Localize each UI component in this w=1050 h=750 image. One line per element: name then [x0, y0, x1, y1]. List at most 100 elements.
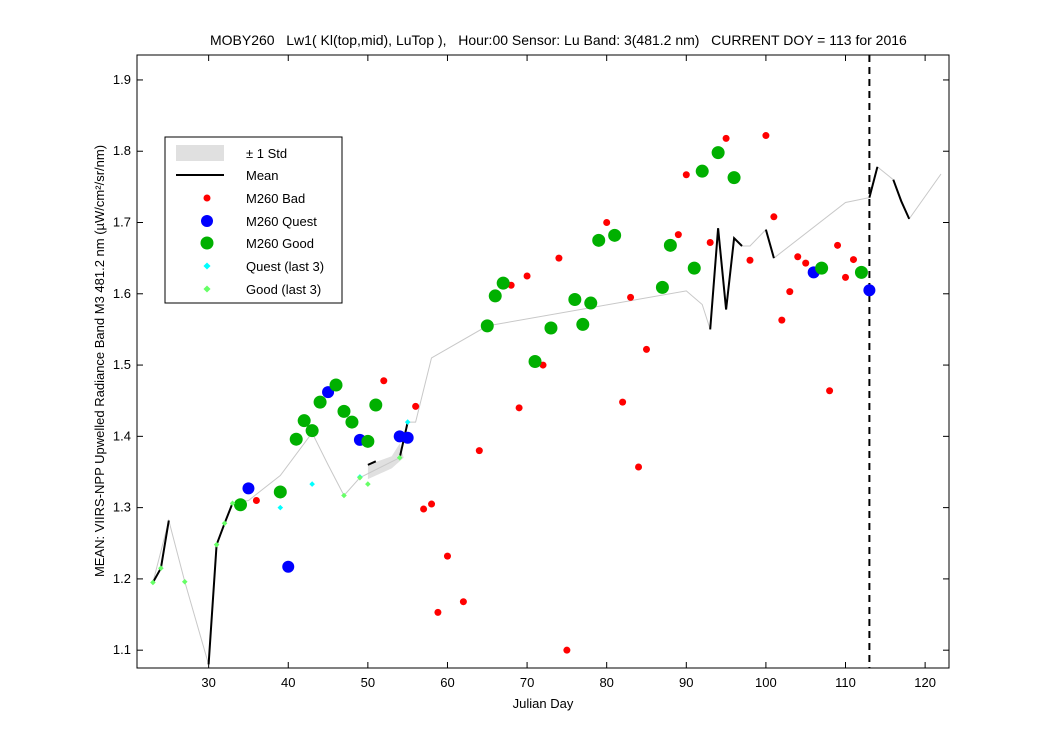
good-point [313, 395, 327, 409]
y-tick-label: 1.4 [113, 428, 131, 443]
bad-point [619, 398, 627, 406]
mean-segment [367, 460, 377, 466]
quest-point [242, 482, 255, 495]
y-tick-label: 1.2 [113, 571, 131, 586]
good-last3-point [341, 492, 347, 499]
good-point [711, 146, 725, 160]
good-last3-point [229, 500, 236, 507]
bad-point [826, 387, 834, 395]
good-point [488, 289, 502, 303]
bad-point [459, 598, 467, 606]
good-point [854, 265, 868, 279]
good-point [297, 414, 311, 428]
legend-good-swatch [200, 236, 214, 250]
bad-point [778, 316, 786, 324]
y-tick-label: 1.9 [113, 72, 131, 87]
good-last3-point [221, 520, 228, 527]
legend-quest-last3-label: Quest (last 3) [246, 259, 324, 274]
x-tick-label: 90 [679, 675, 693, 690]
good-point [544, 321, 558, 335]
good-point [568, 292, 582, 306]
x-tick-label: 60 [440, 675, 454, 690]
mean-line [152, 166, 911, 665]
good-last3-point [396, 454, 403, 461]
good-point [592, 233, 606, 247]
x-tick-label: 100 [755, 675, 777, 690]
good-point [233, 498, 247, 512]
x-axis-label: Julian Day [513, 696, 574, 711]
x-tick-label: 120 [914, 675, 936, 690]
legend-quest-swatch [201, 215, 213, 227]
legend: ± 1 Std Mean M260 Bad M260 Quest M260 Go… [164, 136, 343, 304]
y-tick-label: 1.5 [113, 357, 131, 372]
bad-point [515, 404, 523, 412]
bad-point [746, 256, 754, 264]
bad-point [428, 500, 436, 508]
y-tick-label: 1.1 [113, 642, 131, 657]
good-point [815, 261, 829, 275]
quest-point [401, 431, 414, 444]
bad-point [252, 496, 260, 504]
good-point [663, 238, 677, 252]
bad-point [762, 132, 770, 140]
quest-last3-point [277, 504, 284, 511]
bad-point [834, 241, 842, 249]
good-point [345, 415, 359, 429]
good-last3-point [213, 541, 220, 548]
good-point [576, 317, 590, 331]
x-tick-label: 40 [281, 675, 295, 690]
mean-segment [207, 502, 234, 665]
good-last3-point [365, 481, 371, 487]
mean-segment [892, 179, 911, 220]
data-points [150, 132, 876, 654]
good-point [329, 378, 343, 392]
legend-mean-label: Mean [246, 168, 279, 183]
bad-point [412, 402, 420, 410]
y-axis: 1.1 1.2 1.3 1.4 1.5 1.6 1.7 1.8 1.9 [113, 72, 949, 657]
bad-point [475, 447, 483, 455]
y-axis-label: MEAN: VIIRS-NPP Upwelled Radiance Band M… [92, 145, 107, 577]
chart-title: MOBY260 Lw1( Kl(top,mid), LuTop ), Hour:… [210, 32, 907, 48]
y-tick-label: 1.8 [113, 143, 131, 158]
bad-point [802, 259, 810, 267]
std-band [367, 443, 404, 480]
bad-point [706, 238, 714, 246]
bad-point [434, 608, 442, 616]
bad-point [523, 272, 531, 280]
good-point [289, 432, 303, 446]
bad-point [420, 505, 428, 513]
good-point [687, 261, 701, 275]
bad-point [674, 231, 682, 239]
bad-point [380, 377, 388, 385]
good-point [695, 164, 709, 178]
good-point [528, 355, 542, 368]
legend-good-label: M260 Good [246, 236, 314, 251]
good-last3-point [150, 579, 156, 586]
good-last3-point [158, 565, 164, 572]
good-point [361, 434, 375, 448]
x-tick-label: 30 [201, 675, 215, 690]
bad-point [635, 463, 643, 471]
legend-bad-swatch [203, 194, 211, 202]
x-axis: 30 40 50 60 70 80 90 100 110 120 [201, 55, 936, 690]
bad-point [642, 345, 650, 353]
legend-std-label: ± 1 Std [246, 146, 287, 161]
bad-point [563, 646, 571, 654]
bad-point [682, 171, 690, 179]
good-last3-point [181, 578, 188, 585]
good-point [337, 404, 351, 418]
legend-std-swatch [176, 145, 224, 161]
bad-point [443, 552, 451, 560]
bad-point [786, 288, 794, 296]
mean-segment [764, 229, 775, 259]
legend-quest-label: M260 Quest [246, 214, 317, 229]
bad-point [849, 256, 857, 264]
x-tick-label: 50 [361, 675, 375, 690]
bad-point [722, 134, 730, 142]
legend-good-last3-swatch [203, 285, 211, 293]
good-point [480, 319, 494, 333]
x-tick-label: 70 [520, 675, 534, 690]
good-point [608, 228, 622, 242]
good-point [273, 485, 287, 499]
